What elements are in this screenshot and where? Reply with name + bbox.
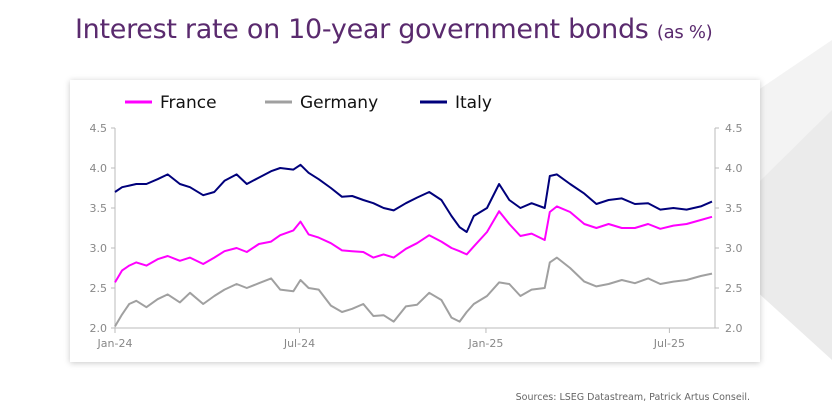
y-tick-label-left: 3.0 xyxy=(90,242,108,255)
y-tick-label-left: 2.5 xyxy=(90,282,108,295)
y-tick-label-right: 3.0 xyxy=(725,242,743,255)
page-title-text: Interest rate on 10-year government bond… xyxy=(75,14,649,45)
x-tick-label: Jul-24 xyxy=(283,337,315,350)
source-note: Sources: LSEG Datastream, Patrick Artus … xyxy=(515,392,750,403)
y-tick-label-left: 3.5 xyxy=(90,202,108,215)
y-tick-label-right: 3.5 xyxy=(725,202,743,215)
page-title-unit: (as %) xyxy=(656,22,713,43)
chart-legend: France Germany Italy xyxy=(125,93,492,113)
y-tick-label-right: 2.5 xyxy=(725,282,743,295)
series-line-germany xyxy=(114,256,713,327)
y-tick-label-right: 4.0 xyxy=(725,162,743,175)
x-tick-label: Jan-24 xyxy=(97,337,133,350)
y-tick-label-left: 2.0 xyxy=(90,322,108,335)
line-chart: France Germany Italy 2.0 2.0 2.5 2.5 3.0 3.0 3.5… xyxy=(90,93,743,350)
legend-label-france: France xyxy=(160,93,217,113)
x-tick-label: Jan-25 xyxy=(467,337,503,350)
y-tick-label-right: 4.5 xyxy=(725,122,743,135)
y-tick-label-right: 2.0 xyxy=(725,322,743,335)
series-line-france xyxy=(114,205,713,283)
chart-axes: 2.0 2.0 2.5 2.5 3.0 3.0 3.5 3.5 4.0 4.0 4.5 4.5 Jan-… xyxy=(90,122,743,350)
chart-series xyxy=(114,163,713,327)
y-tick-label-left: 4.5 xyxy=(90,122,108,135)
legend-label-germany: Germany xyxy=(300,93,378,113)
y-tick-label-left: 4.0 xyxy=(90,162,108,175)
chart-panel: France Germany Italy 2.0 2.0 2.5 2.5 3.0 3.0 3.5… xyxy=(70,80,760,362)
series-line-italy xyxy=(114,163,713,233)
page-title: Interest rate on 10-year government bond… xyxy=(75,14,713,45)
legend-label-italy: Italy xyxy=(455,93,492,113)
x-tick-label: Jul-25 xyxy=(653,337,685,350)
